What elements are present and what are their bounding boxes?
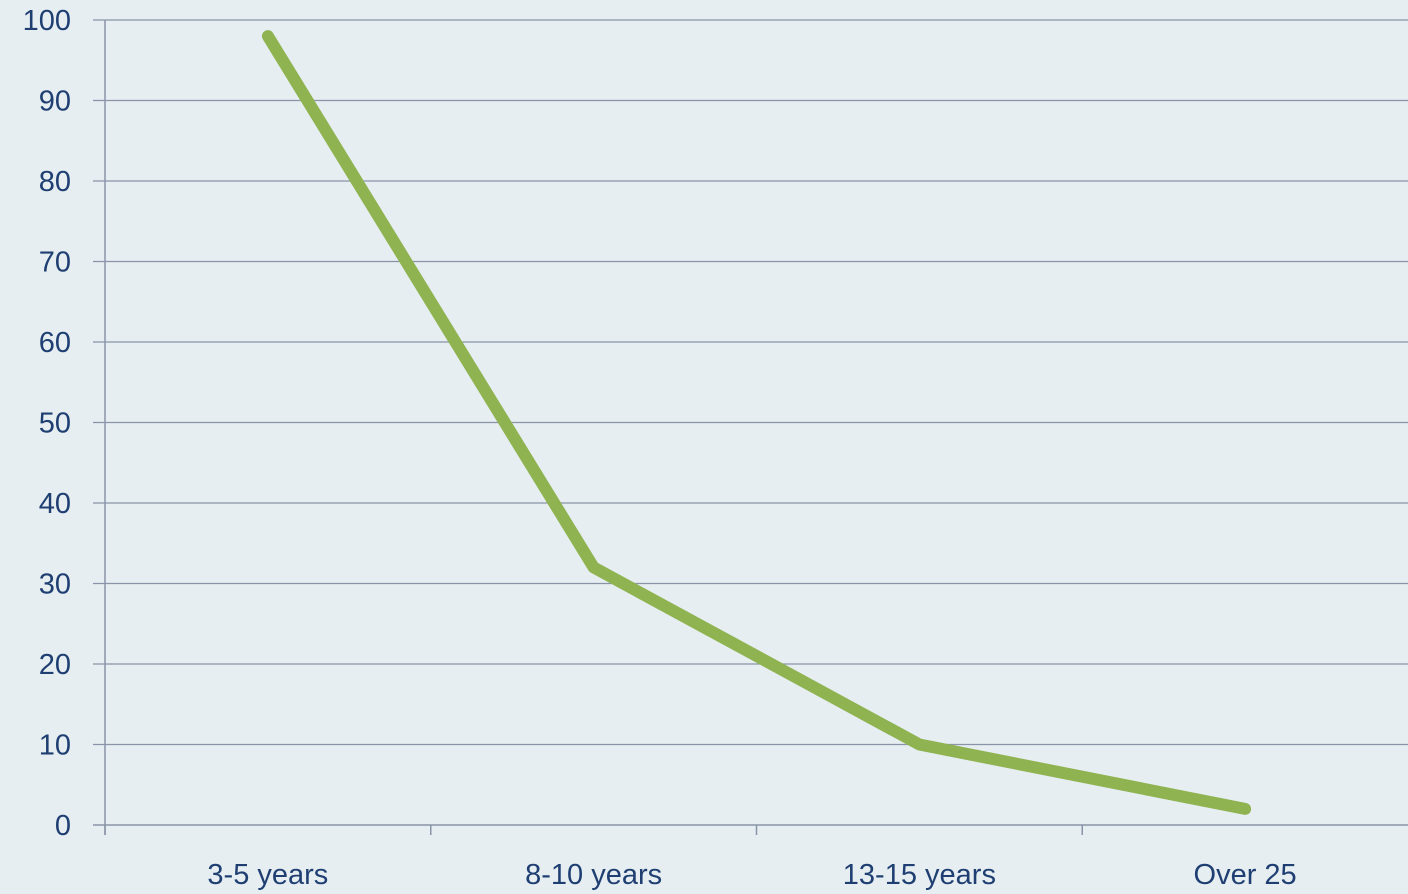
data-point	[267, 35, 269, 37]
grid-layer	[93, 20, 1408, 825]
y-tick-label: 70	[39, 247, 71, 279]
data-point	[593, 566, 595, 568]
axis-layer	[105, 20, 1082, 835]
y-tick-label: 60	[39, 327, 71, 359]
data-point	[1244, 808, 1246, 810]
y-tick-label: 10	[39, 730, 71, 762]
x-tick-label: 3-5 years	[207, 859, 328, 891]
y-tick-label: 30	[39, 569, 71, 601]
y-tick-label: 40	[39, 488, 71, 520]
y-tick-label: 20	[39, 649, 71, 681]
label-layer: 0 10 20 30 40 50 60 70 80 90 100 3-5 years 8-10 year…	[23, 5, 1297, 891]
y-tick-label: 80	[39, 166, 71, 198]
data-point	[918, 744, 920, 746]
y-tick-label: 0	[55, 810, 71, 842]
y-tick-label: 90	[39, 86, 71, 118]
x-tick-label: 13-15 years	[843, 859, 996, 891]
y-tick-label: 50	[39, 408, 71, 440]
x-tick-label: 8-10 years	[525, 859, 662, 891]
y-tick-label: 100	[23, 5, 71, 37]
x-tick-label: Over 25	[1194, 859, 1297, 891]
